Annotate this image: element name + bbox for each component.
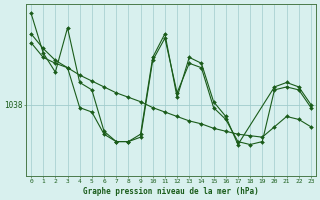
X-axis label: Graphe pression niveau de la mer (hPa): Graphe pression niveau de la mer (hPa) xyxy=(83,187,259,196)
